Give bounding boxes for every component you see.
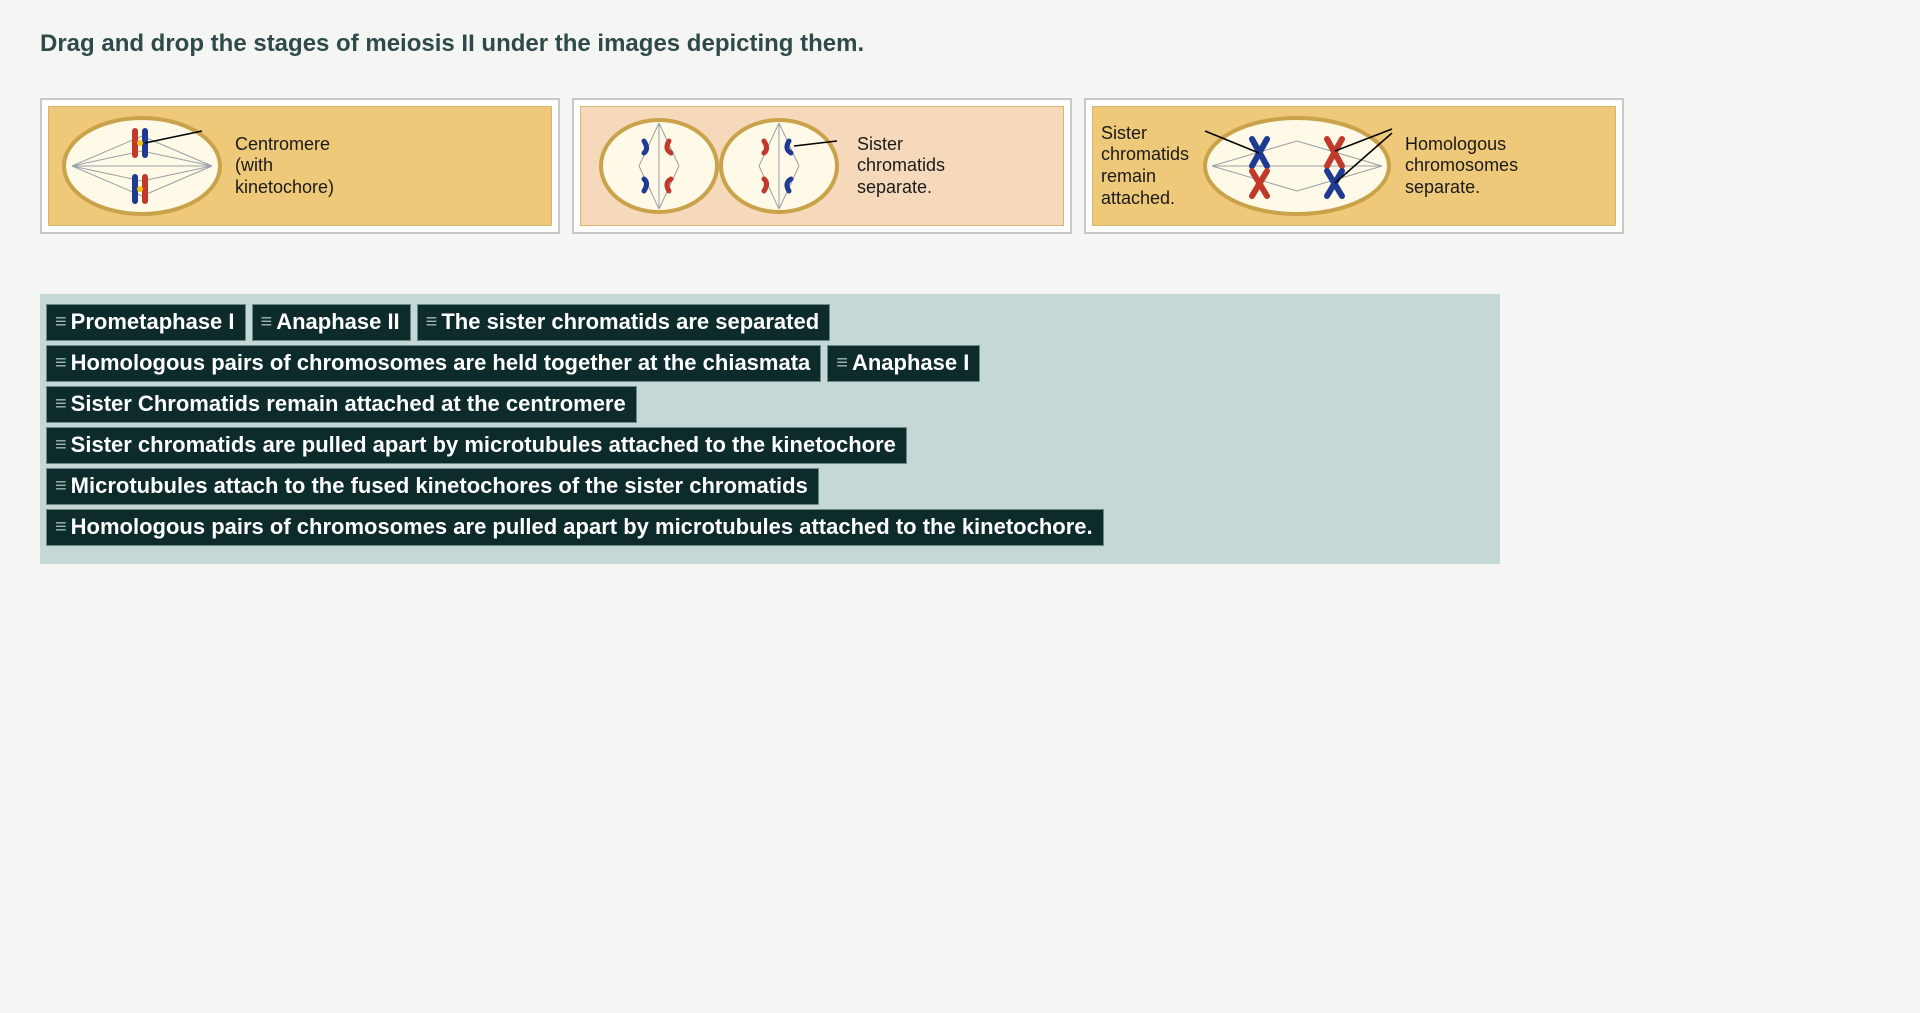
image-label-3-right: Homologous chromosomes separate.: [1405, 134, 1518, 199]
token-label: Microtubules attach to the fused kinetoc…: [71, 473, 808, 499]
token-label: Anaphase I: [852, 350, 969, 376]
drag-token[interactable]: ≡Anaphase II: [252, 304, 411, 341]
drag-token[interactable]: ≡ Prometaphase I: [46, 304, 246, 341]
token-label: Homologous pairs of chromosomes are held…: [71, 350, 811, 376]
drag-token[interactable]: ≡The sister chromatids are separated: [417, 304, 831, 341]
grip-icon: ≡: [55, 353, 65, 373]
image-label-3-left: Sister chromatids remain attached.: [1101, 123, 1189, 209]
image-card-3[interactable]: Sister chromatids remain attached.: [1084, 98, 1624, 234]
token-row: ≡ Microtubules attach to the fused kineto…: [46, 468, 1494, 505]
image-inner-2: Sister chromatids separate.: [580, 106, 1064, 226]
image-inner-3: Sister chromatids remain attached.: [1092, 106, 1616, 226]
grip-icon: ≡: [55, 517, 65, 537]
drag-token[interactable]: ≡ Sister Chromatids remain attached at th…: [46, 386, 637, 423]
drag-token[interactable]: ≡ Homologous pairs of chromosomes are pul…: [46, 509, 1104, 546]
token-row: ≡ Homologous pairs of chromosomes are hel…: [46, 345, 1494, 382]
token-row: ≡ Homologous pairs of chromosomes are pul…: [46, 509, 1494, 546]
grip-icon: ≡: [55, 476, 65, 496]
token-label: Homologous pairs of chromosomes are pull…: [71, 514, 1093, 540]
image-inner-1: Centromere (with kinetochore): [48, 106, 552, 226]
token-row: ≡Prometaphase I≡Anaphase II≡The sister c…: [46, 304, 1494, 341]
token-label: Prometaphase I: [71, 309, 235, 335]
grip-icon: ≡: [55, 435, 65, 455]
image-card-1[interactable]: Centromere (with kinetochore): [40, 98, 560, 234]
grip-icon: ≡: [836, 353, 846, 373]
token-label: Sister Chromatids remain attached at the…: [71, 391, 626, 417]
image-label-1: Centromere (with kinetochore): [235, 134, 334, 199]
image-card-2[interactable]: Sister chromatids separate.: [572, 98, 1072, 234]
exercise-page: Drag and drop the stages of meiosis II u…: [0, 0, 1920, 594]
token-label: Sister chromatids are pulled apart by mi…: [71, 432, 896, 458]
drag-token[interactable]: ≡ Microtubules attach to the fused kineto…: [46, 468, 819, 505]
tokens-area: ≡Prometaphase I≡Anaphase II≡The sister c…: [40, 294, 1500, 564]
grip-icon: ≡: [261, 312, 271, 332]
image-label-2: Sister chromatids separate.: [857, 134, 945, 199]
token-label: The sister chromatids are separated: [441, 309, 819, 335]
prompt-text: Drag and drop the stages of meiosis II u…: [40, 30, 1880, 58]
token-label: Anaphase II: [276, 309, 399, 335]
grip-icon: ≡: [426, 312, 436, 332]
cell-diagram-icon: [589, 111, 849, 221]
token-row: ≡ Sister Chromatids remain attached at th…: [46, 386, 1494, 423]
grip-icon: ≡: [55, 312, 65, 332]
cell-diagram-icon: [1197, 111, 1397, 221]
cell-diagram-icon: [57, 111, 227, 221]
token-row: ≡ Sister chromatids are pulled apart by m…: [46, 427, 1494, 464]
images-row: Centromere (with kinetochore): [40, 98, 1880, 234]
drag-token[interactable]: ≡ Sister chromatids are pulled apart by m…: [46, 427, 907, 464]
drag-token[interactable]: ≡ Homologous pairs of chromosomes are hel…: [46, 345, 821, 382]
drag-token[interactable]: ≡ Anaphase I: [827, 345, 980, 382]
grip-icon: ≡: [55, 394, 65, 414]
